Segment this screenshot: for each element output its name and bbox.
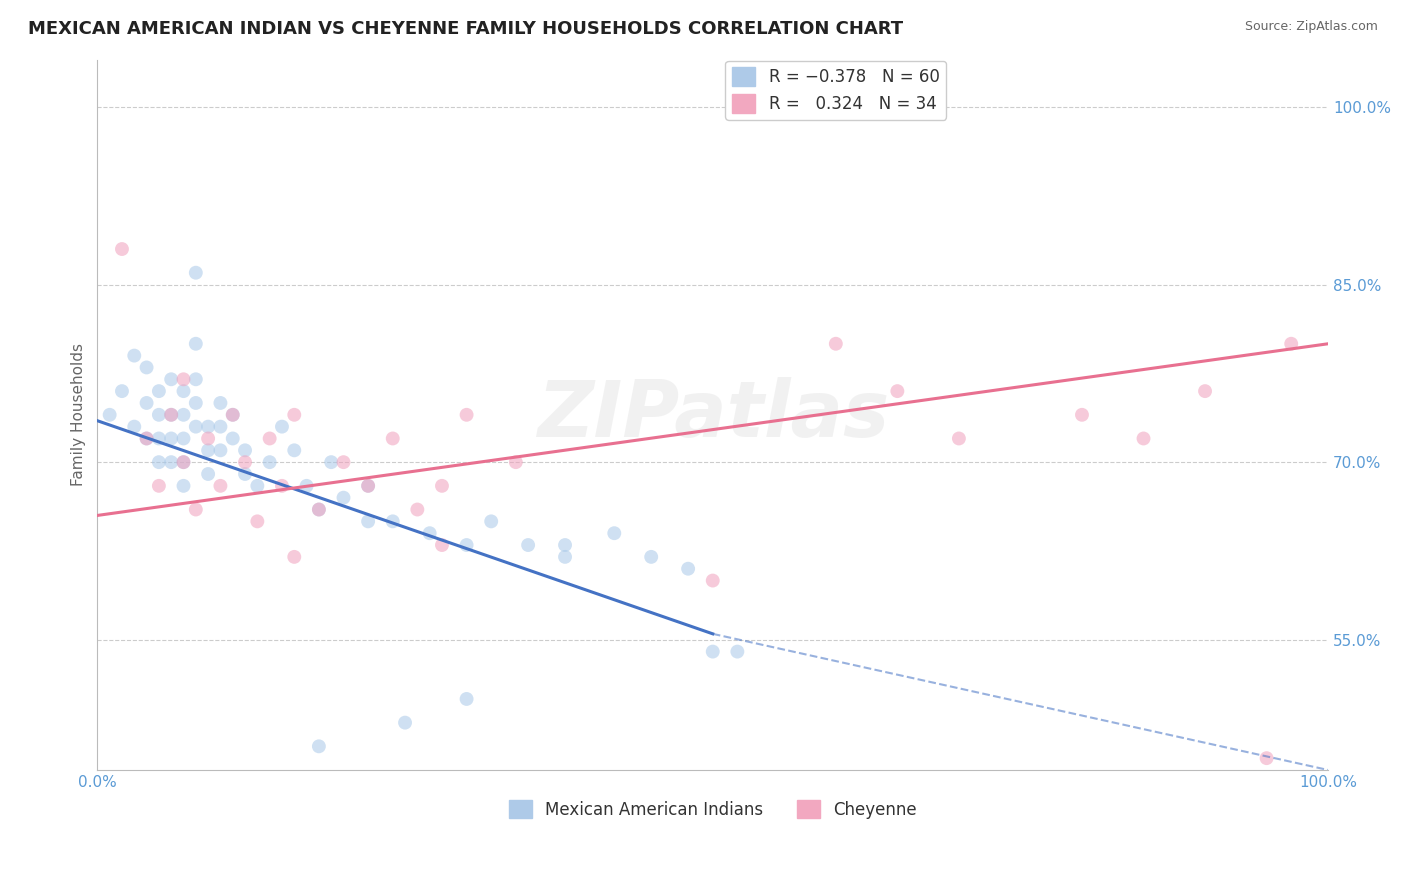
Point	[173, 384, 195, 398]
Point	[111, 384, 134, 398]
Y-axis label: Family Households: Family Households	[72, 343, 86, 486]
Point	[124, 349, 146, 363]
Point	[135, 432, 157, 446]
Point	[148, 479, 170, 493]
Point	[184, 419, 207, 434]
Point	[332, 491, 354, 505]
Point	[184, 372, 207, 386]
Point	[233, 467, 256, 481]
Point	[308, 739, 330, 754]
Point	[430, 479, 453, 493]
Point	[135, 432, 157, 446]
Point	[222, 408, 245, 422]
Point	[209, 443, 232, 458]
Point	[209, 396, 232, 410]
Point	[456, 692, 478, 706]
Point	[173, 479, 195, 493]
Point	[184, 502, 207, 516]
Point	[283, 443, 305, 458]
Point	[197, 467, 219, 481]
Point	[259, 432, 281, 446]
Point	[725, 644, 748, 658]
Point	[259, 455, 281, 469]
Point	[173, 455, 195, 469]
Point	[283, 549, 305, 564]
Point	[197, 419, 219, 434]
Point	[479, 514, 502, 528]
Point	[948, 432, 970, 446]
Point	[173, 372, 195, 386]
Point	[209, 479, 232, 493]
Point	[283, 408, 305, 422]
Point	[135, 360, 157, 375]
Point	[308, 502, 330, 516]
Point	[135, 396, 157, 410]
Point	[702, 644, 724, 658]
Point	[160, 408, 183, 422]
Point	[357, 514, 380, 528]
Point	[308, 502, 330, 516]
Point	[295, 479, 318, 493]
Point	[676, 562, 699, 576]
Point	[702, 574, 724, 588]
Point	[184, 266, 207, 280]
Point	[271, 419, 294, 434]
Point	[148, 384, 170, 398]
Point	[98, 408, 121, 422]
Point	[160, 455, 183, 469]
Point	[246, 479, 269, 493]
Point	[197, 443, 219, 458]
Point	[184, 336, 207, 351]
Point	[603, 526, 626, 541]
Point	[430, 538, 453, 552]
Point	[246, 514, 269, 528]
Point	[1132, 432, 1154, 446]
Point	[332, 455, 354, 469]
Point	[160, 372, 183, 386]
Point	[1194, 384, 1216, 398]
Point	[173, 432, 195, 446]
Point	[148, 408, 170, 422]
Point	[394, 715, 416, 730]
Point	[505, 455, 527, 469]
Point	[222, 408, 245, 422]
Point	[1071, 408, 1094, 422]
Point	[357, 479, 380, 493]
Point	[419, 526, 441, 541]
Point	[554, 538, 576, 552]
Point	[124, 419, 146, 434]
Point	[517, 538, 540, 552]
Point	[184, 396, 207, 410]
Point	[173, 408, 195, 422]
Point	[1256, 751, 1278, 765]
Point	[209, 419, 232, 434]
Point	[456, 538, 478, 552]
Point	[1279, 336, 1302, 351]
Point	[271, 479, 294, 493]
Point	[160, 408, 183, 422]
Point	[148, 455, 170, 469]
Point	[381, 514, 404, 528]
Point	[111, 242, 134, 256]
Point	[321, 455, 343, 469]
Point	[824, 336, 846, 351]
Point	[173, 455, 195, 469]
Point	[554, 549, 576, 564]
Text: Source: ZipAtlas.com: Source: ZipAtlas.com	[1244, 20, 1378, 33]
Point	[886, 384, 908, 398]
Point	[160, 432, 183, 446]
Point	[233, 443, 256, 458]
Point	[640, 549, 662, 564]
Point	[148, 432, 170, 446]
Point	[233, 455, 256, 469]
Point	[381, 432, 404, 446]
Point	[222, 432, 245, 446]
Point	[197, 432, 219, 446]
Legend: Mexican American Indians, Cheyenne: Mexican American Indians, Cheyenne	[502, 794, 924, 826]
Point	[456, 408, 478, 422]
Text: ZIPatlas: ZIPatlas	[537, 376, 889, 453]
Point	[357, 479, 380, 493]
Text: MEXICAN AMERICAN INDIAN VS CHEYENNE FAMILY HOUSEHOLDS CORRELATION CHART: MEXICAN AMERICAN INDIAN VS CHEYENNE FAMI…	[28, 20, 903, 37]
Point	[406, 502, 429, 516]
